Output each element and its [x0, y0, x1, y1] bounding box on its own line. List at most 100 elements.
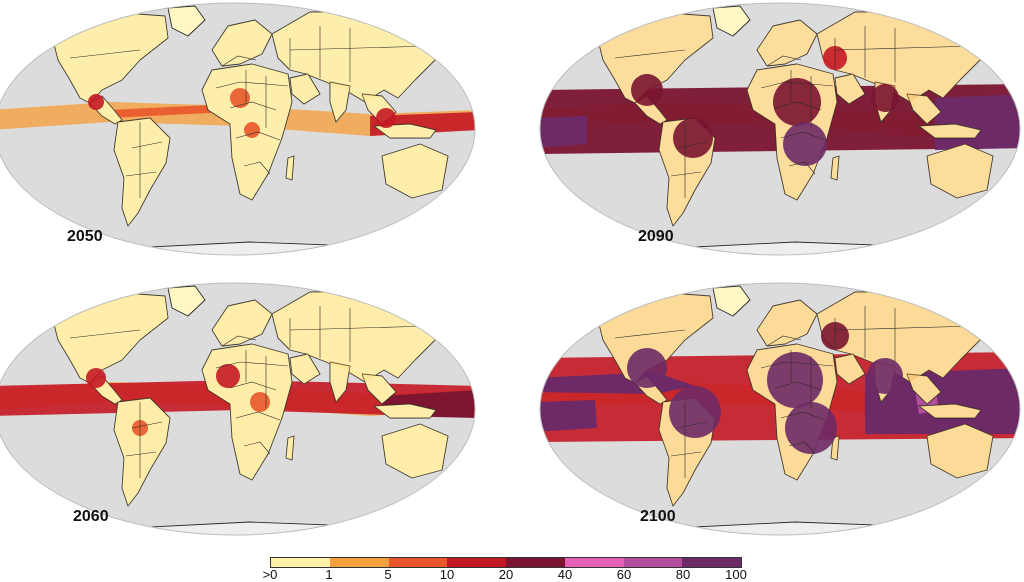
- landmass-seAsia: [361, 373, 397, 405]
- legend-tick-label: 1: [325, 567, 333, 582]
- landmass-greenland: [712, 285, 751, 317]
- land-heat-australia: [927, 144, 993, 198]
- country-border: [774, 381, 822, 391]
- country-border: [229, 381, 277, 391]
- land-heat-seAsia: [362, 374, 396, 404]
- land-heat-arabia: [835, 354, 865, 384]
- land-heat-madagascar: [286, 156, 294, 180]
- legend-tick-label: 40: [557, 567, 573, 582]
- country-border: [760, 361, 834, 369]
- landmass-europe: [211, 299, 273, 347]
- heat-band: [540, 116, 587, 148]
- country-border: [131, 141, 163, 149]
- map-outline: [539, 282, 1021, 536]
- heat-hotspot: [88, 94, 104, 110]
- landmass-australia: [926, 143, 994, 199]
- heat-hotspot: [216, 364, 240, 388]
- land-heat-madagascar: [831, 156, 839, 180]
- country-border: [215, 361, 289, 369]
- country-border: [243, 441, 271, 455]
- landmass-seAsia: [906, 93, 942, 125]
- legend-swatch: [447, 558, 506, 567]
- heat-band: [865, 368, 1020, 434]
- country-border: [766, 55, 802, 67]
- world-map-2090: [539, 2, 1021, 256]
- legend-swatch: [329, 558, 389, 567]
- country-border: [670, 451, 702, 457]
- legend-swatch: [271, 558, 330, 567]
- legend-tick-label: 100: [725, 567, 747, 582]
- landmass-northAmerica: [49, 11, 169, 104]
- heat-hotspot: [250, 392, 270, 412]
- legend-tick-label: 10: [439, 567, 455, 582]
- land-heat-northAmerica: [50, 292, 168, 383]
- heat-hotspot: [230, 88, 250, 108]
- map-panel-2060: 2060: [0, 278, 480, 540]
- land-heat-seAsia: [907, 374, 941, 404]
- land-heat-arabia: [290, 74, 320, 104]
- legend-tick-label: 80: [675, 567, 691, 582]
- landmass-indonesia: [373, 403, 437, 419]
- land-heat-southAmerica: [114, 118, 170, 226]
- landmass-madagascar: [285, 155, 295, 181]
- map-layers: [540, 285, 1020, 535]
- country-border: [774, 101, 822, 111]
- country-border: [760, 81, 834, 89]
- country-border: [69, 329, 141, 339]
- landmass-madagascar: [285, 435, 295, 461]
- country-border: [131, 421, 163, 429]
- landmass-madagascar: [830, 155, 840, 181]
- color-legend: >0 1 5 10 20 40 60 80 100: [263, 553, 747, 582]
- heat-band: [110, 104, 230, 118]
- land-heat-madagascar: [286, 436, 294, 460]
- country-border: [289, 325, 431, 331]
- landmass-seAsia: [906, 373, 942, 405]
- year-label: 2050: [67, 228, 103, 245]
- world-map-2100: [539, 282, 1021, 536]
- year-label: 2060: [73, 508, 109, 525]
- landmass-arabia: [834, 73, 866, 105]
- land-heat-seAsia: [907, 94, 941, 124]
- land-heat-europe: [212, 300, 272, 346]
- landmass-indonesia: [373, 123, 437, 139]
- landmass-greenland: [167, 285, 206, 317]
- map-panel-2100: 2100: [530, 278, 1024, 540]
- country-border: [766, 335, 802, 347]
- legend-swatch: [564, 558, 624, 567]
- country-border: [788, 161, 816, 175]
- landmass-india: [329, 361, 351, 403]
- country-border: [221, 335, 257, 347]
- country-border: [125, 171, 157, 177]
- country-border: [676, 141, 708, 149]
- land-heat-indonesia: [919, 404, 981, 418]
- heat-hotspot: [673, 118, 713, 158]
- map-outline: [0, 2, 476, 256]
- world-map-2060: [0, 282, 476, 536]
- legend-tick-label: 60: [616, 567, 632, 582]
- legend-swatch: [388, 558, 448, 567]
- country-border: [670, 171, 702, 177]
- land-heat-australia: [927, 424, 993, 478]
- landmass-arabia: [834, 353, 866, 385]
- heat-hotspot: [867, 358, 903, 394]
- land-heat-australia: [382, 424, 448, 478]
- landmass-europe: [211, 19, 273, 67]
- heat-hotspot: [244, 122, 260, 138]
- heat-band: [540, 400, 597, 432]
- country-border: [221, 55, 257, 67]
- legend-tick-label: 5: [384, 567, 392, 582]
- landmass-australia: [381, 423, 449, 479]
- landmass-australia: [926, 423, 994, 479]
- land-heat-indonesia: [374, 404, 436, 418]
- landmass-madagascar: [830, 435, 840, 461]
- land-heat-southAmerica: [114, 398, 170, 506]
- map-outline: [539, 2, 1021, 256]
- heat-band: [935, 94, 1020, 150]
- country-border: [243, 161, 271, 175]
- landmass-northAmerica: [49, 291, 169, 384]
- landmass-europe: [756, 299, 818, 347]
- legend-swatch: [506, 558, 565, 567]
- land-heat-europe: [757, 20, 817, 66]
- legend-color-bar: [270, 557, 742, 568]
- land-heat-madagascar: [831, 436, 839, 460]
